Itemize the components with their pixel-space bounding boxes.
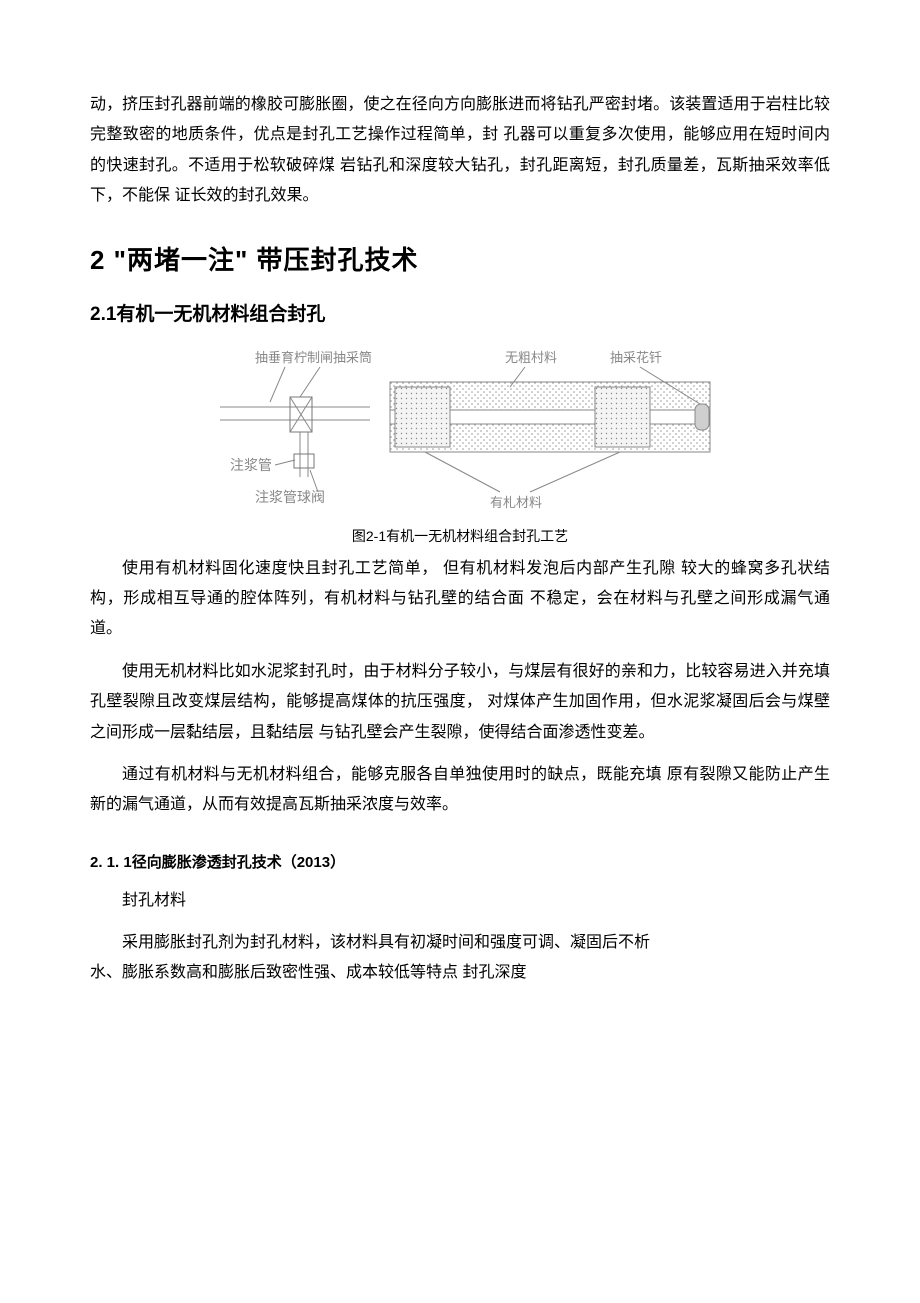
para-2-1-b: 使用无机材料比如水泥浆封孔时，由于材料分子较小，与煤层有很好的亲和力，比较容易进… xyxy=(90,657,830,748)
subsection-2-1-title: 2.1有机一无机材料组合封孔 xyxy=(90,299,830,326)
figure-2-1-svg: 抽垂育柠制闸抽采筒 无粗村料 抽采花钎 注浆管 注浆管球阀 xyxy=(200,342,720,522)
fig-label-top-left: 抽垂育柠制闸抽采筒 xyxy=(255,350,372,365)
fig-label-left-bottom: 注浆管球阀 xyxy=(255,489,325,505)
fig-label-bottom-mid: 有札材料 xyxy=(490,495,542,510)
fig-label-top-right: 抽采花钎 xyxy=(610,350,662,365)
subsub-line3: 水、膨胀系数高和膨胀后致密性强、成本较低等特点 封孔深度 xyxy=(90,958,830,988)
fig-label-left-mid: 注浆管 xyxy=(230,457,272,473)
subsub-line2: 采用膨胀封孔剂为封孔材料，该材料具有初凝时间和强度可调、凝固后不析 xyxy=(90,928,830,958)
figure-2-1-caption: 图2-1有机一无机材料组合封孔工艺 xyxy=(90,526,830,546)
subsub-line1: 封孔材料 xyxy=(90,886,830,916)
section-2-title: 2 "两堵一注" 带压封孔技术 xyxy=(90,240,830,277)
subsubsection-2-1-1-title: 2. 1. 1径向膨胀渗透封孔技术（2013） xyxy=(90,851,830,872)
para-2-1-a: 使用有机材料固化速度快且封孔工艺简单， 但有机材料发泡后内部产生孔隙 较大的蜂窝… xyxy=(90,554,830,645)
fig-label-top-mid: 无粗村料 xyxy=(505,350,557,365)
figure-2-1: 抽垂育柠制闸抽采筒 无粗村料 抽采花钎 注浆管 注浆管球阀 xyxy=(90,342,830,522)
para-2-1-c: 通过有机材料与无机材料组合，能够克服各自单独使用时的缺点，既能充填 原有裂隙又能… xyxy=(90,760,830,821)
intro-paragraph: 动，挤压封孔器前端的橡胶可膨胀圈，使之在径向方向膨胀进而将钻孔严密封堵。该装置适… xyxy=(90,90,830,212)
